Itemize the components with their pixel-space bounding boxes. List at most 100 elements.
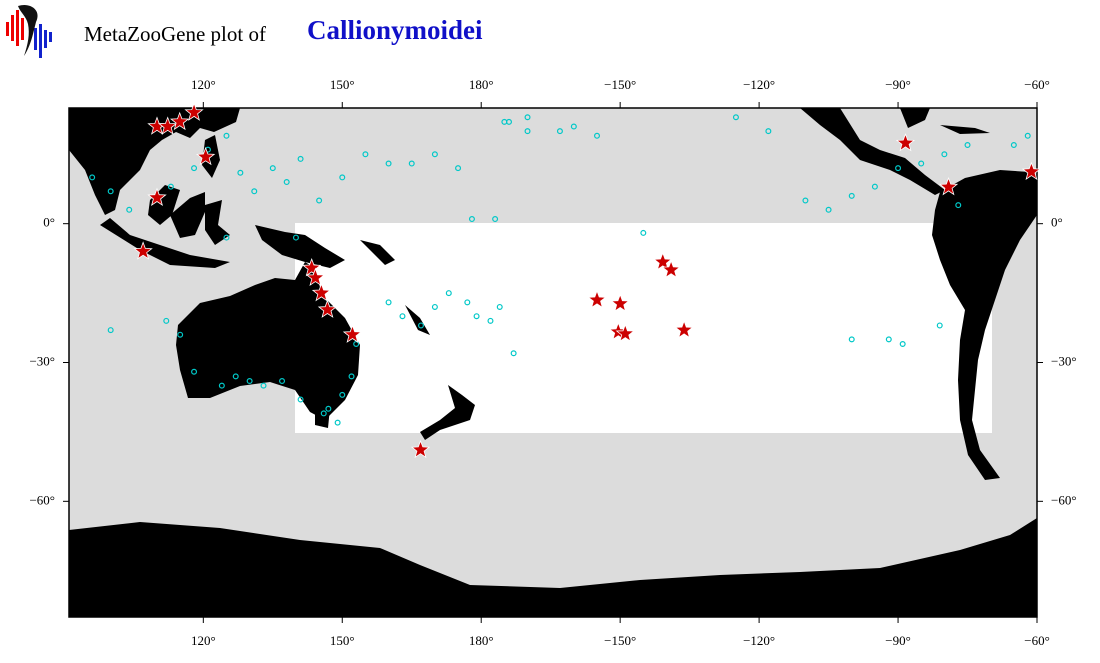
sample-circle — [1024, 132, 1031, 139]
sample-circle — [487, 317, 494, 324]
sample-circle — [895, 165, 902, 172]
sample-circle — [292, 234, 299, 241]
x-tick-label: 120° — [191, 77, 216, 92]
sample-circle — [964, 142, 971, 149]
sample-circle — [283, 179, 290, 186]
sample-circle — [936, 322, 943, 329]
occurrence-star — [615, 323, 635, 343]
sample-circle — [232, 373, 239, 380]
sample-circle — [320, 410, 327, 417]
x-tick-label: 180° — [469, 633, 494, 648]
sample-circle — [348, 373, 355, 380]
sample-circle — [107, 327, 114, 334]
x-tick-label: −150° — [604, 77, 636, 92]
sample-circle — [445, 290, 452, 297]
sample-circle — [464, 299, 471, 306]
occurrence-star — [311, 282, 332, 302]
sample-circle — [455, 165, 462, 172]
occurrence-star — [674, 319, 694, 339]
occurrence-star — [184, 102, 204, 121]
sample-circle — [871, 183, 878, 190]
sample-circle — [918, 160, 925, 167]
sample-circle — [408, 160, 415, 167]
sample-circle — [593, 132, 600, 139]
occurrence-star — [133, 241, 153, 260]
sample-circle — [473, 313, 480, 320]
x-tick-label: −90° — [885, 633, 911, 648]
x-tick-label: −60° — [1024, 77, 1050, 92]
sample-circle — [510, 350, 517, 357]
occurrence-star — [661, 259, 681, 279]
x-tick-label: −90° — [885, 77, 911, 92]
sample-circle — [163, 317, 170, 324]
occurrence-star — [938, 176, 959, 196]
y-tick-label: −30° — [29, 353, 55, 368]
sample-circle — [802, 197, 809, 204]
occurrence-star — [610, 293, 630, 312]
sample-circle — [297, 396, 304, 403]
sample-circle — [218, 382, 225, 389]
occurrence-star — [170, 111, 190, 131]
occurrence-star — [587, 289, 607, 309]
occurrence-star — [147, 187, 167, 207]
sample-circle — [339, 174, 346, 181]
x-tick-label: −120° — [743, 77, 775, 92]
sample-circle — [223, 234, 230, 241]
occurrence-star — [196, 146, 216, 166]
sample-circle — [825, 206, 832, 213]
sample-circle — [732, 114, 739, 121]
y-tick-label: −60° — [1051, 492, 1077, 507]
sample-circle — [191, 368, 198, 375]
x-tick-label: 150° — [330, 77, 355, 92]
sample-circle — [353, 340, 360, 347]
sample-circle — [385, 160, 392, 167]
sample-circle — [89, 174, 96, 181]
highlight-region — [295, 223, 992, 433]
sample-circle — [177, 331, 184, 338]
sample-circle — [524, 128, 531, 135]
sample-circle — [362, 151, 369, 158]
sample-circle — [848, 336, 855, 343]
occurrence-star — [895, 133, 916, 152]
sample-circle — [492, 216, 499, 223]
y-tick-label: −60° — [29, 492, 55, 507]
sample-circle — [246, 378, 253, 385]
sample-circle — [765, 128, 772, 135]
sample-circle — [334, 419, 341, 426]
sample-circle — [955, 202, 962, 209]
sample-circle — [431, 151, 438, 158]
sample-circle — [279, 378, 286, 385]
occurrence-star — [342, 324, 363, 343]
sample-circle — [496, 303, 503, 310]
sample-circle — [260, 382, 267, 389]
y-tick-label: −30° — [1051, 353, 1077, 368]
x-tick-label: −150° — [604, 633, 636, 648]
sample-circle — [468, 216, 475, 223]
occurrence-star — [302, 257, 322, 277]
sample-circle — [126, 206, 133, 213]
title-prefix: MetaZooGene plot of — [84, 22, 266, 46]
x-tick-label: 150° — [330, 633, 355, 648]
sample-circle — [524, 114, 531, 121]
occurrence-star — [410, 439, 431, 459]
occurrence-star — [1021, 161, 1042, 181]
land — [69, 108, 1037, 617]
sample-circle — [1010, 142, 1017, 149]
sample-circle — [941, 151, 948, 158]
sample-circle — [640, 229, 647, 236]
occurrence-star — [653, 251, 673, 271]
occurrence-star — [305, 267, 326, 287]
sample-circle — [848, 192, 855, 199]
logo — [6, 4, 52, 58]
y-tick-label: 0° — [43, 215, 55, 230]
sample-circle — [237, 169, 244, 176]
sample-circle — [316, 197, 323, 204]
sample-circle — [899, 340, 906, 347]
sample-circle — [431, 303, 438, 310]
y-tick-label: 0° — [1051, 215, 1063, 230]
sample-circle — [107, 188, 114, 195]
x-tick-label: −120° — [743, 633, 775, 648]
sample-circle — [269, 165, 276, 172]
